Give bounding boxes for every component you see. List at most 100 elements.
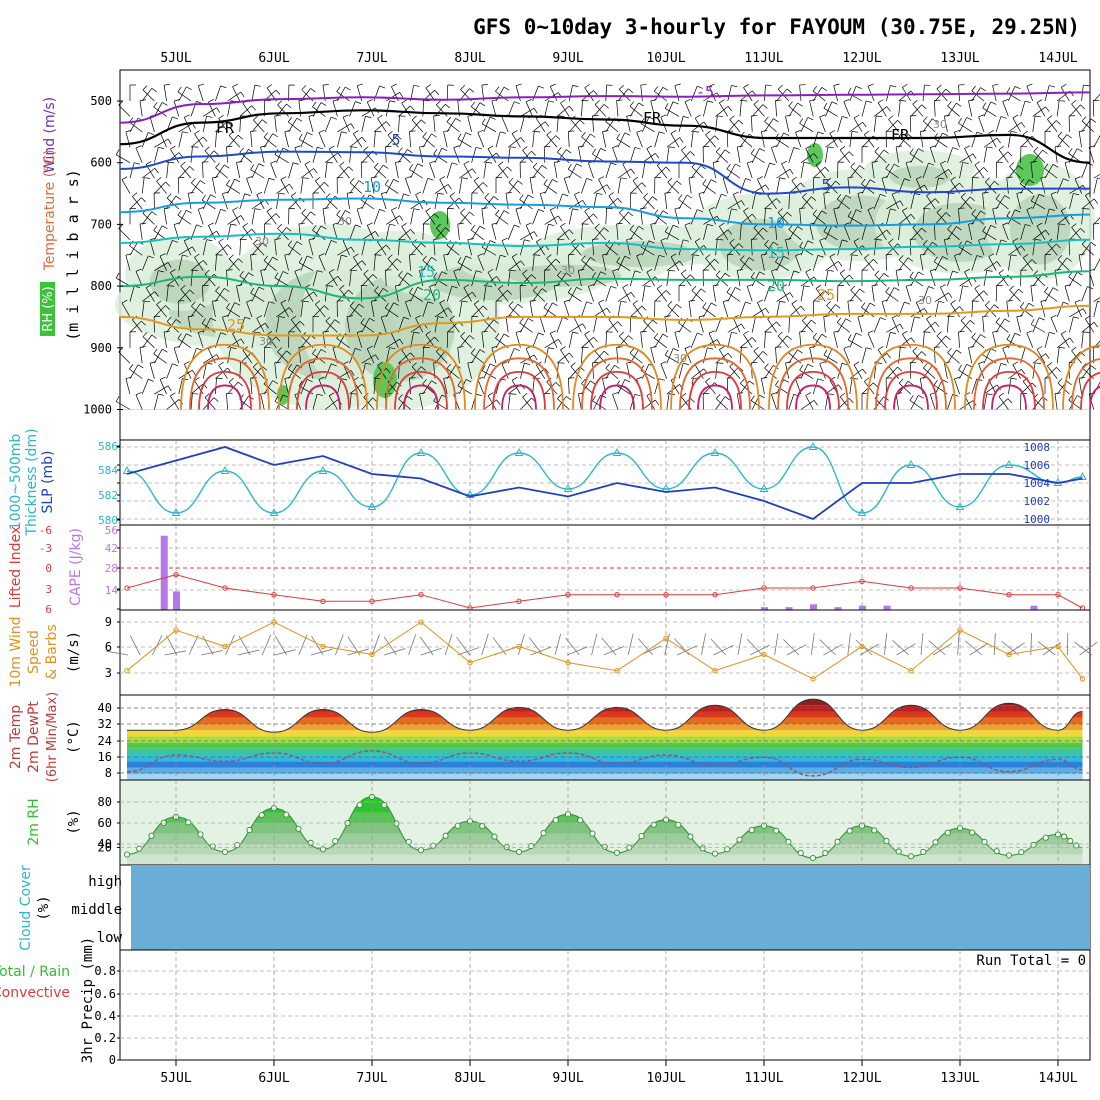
barb-61-825 <box>871 285 875 302</box>
barb-flag-57-600 <box>827 146 834 149</box>
barb-40-625 <box>617 168 632 179</box>
rh-point-13-2 <box>785 838 792 845</box>
barb-flag-16-650 <box>315 176 321 182</box>
thickness-point-2 <box>220 465 230 474</box>
barb-71-625 <box>995 162 998 179</box>
barb-46-675 <box>678 199 692 210</box>
barb-3-525 <box>153 106 167 117</box>
barb-3-500 <box>163 85 167 102</box>
barb-9-700 <box>232 209 241 225</box>
barb-flag-56-600 <box>805 145 812 149</box>
barb-78-950 <box>1081 365 1092 379</box>
barb-2-825 <box>145 287 155 302</box>
barb-56-575 <box>812 131 819 148</box>
warm-loop-5-0 <box>670 343 760 410</box>
barb-38-775 <box>581 259 594 271</box>
barb-flag-16-775 <box>318 253 325 257</box>
barb-flag-48-800 <box>724 272 731 277</box>
barb-45-575 <box>670 133 680 148</box>
rh-point-10-0 <box>613 849 621 856</box>
barb-9-525 <box>239 105 252 117</box>
barb-3-750 <box>166 240 173 256</box>
barb-40-650 <box>617 177 622 194</box>
barb-flag-56-950 <box>799 364 804 371</box>
barb-flag-35-525 <box>568 105 574 111</box>
barb-4-775 <box>178 255 183 271</box>
sfc-barb-69 <box>969 642 989 656</box>
li-tick-4: 6 <box>45 603 52 616</box>
contour-label-rh30-0: 30 <box>255 235 269 248</box>
barb-61-550 <box>873 115 877 132</box>
sfc-barb-56 <box>810 633 815 656</box>
barb-flag-44-900 <box>653 333 659 339</box>
barb-flag-65-625 <box>928 162 935 166</box>
barb-flag-68-950 <box>966 363 973 368</box>
barb-flag-36-700 <box>572 208 579 211</box>
barb-32-500 <box>515 85 521 102</box>
thickness-tick-1: 584 <box>98 464 118 477</box>
barb-52-825 <box>764 286 770 302</box>
barb-flag-73-625 <box>1009 162 1015 167</box>
barb-78-975 <box>1078 378 1082 395</box>
barb-3-650 <box>156 180 167 194</box>
barb-12-925 <box>276 350 287 364</box>
barb-40-600 <box>612 147 619 163</box>
barb-flag-65-775 <box>920 253 927 256</box>
barb-flag-37-650 <box>586 178 593 181</box>
barb-flag-47-925 <box>707 347 714 350</box>
barb-flag-14-550 <box>287 117 293 123</box>
barb-flag-72-950 <box>1021 369 1026 375</box>
cape-bar-5 <box>834 607 842 610</box>
barb-79-550 <box>1081 120 1095 133</box>
barb-55-700 <box>799 208 802 225</box>
barb-flag-24-500 <box>434 90 439 95</box>
barb-23-725 <box>401 226 411 241</box>
rh-point-18-2 <box>1030 841 1037 848</box>
barb-flag-46-725 <box>684 222 691 226</box>
barb-78-625 <box>1081 163 1088 179</box>
barb-flag-4-625 <box>189 166 195 171</box>
barb-flag-72-675 <box>995 194 1001 200</box>
barb-flag-45-1000 <box>690 397 695 403</box>
barb-40-775 <box>617 256 626 271</box>
barb-71-1000 <box>995 398 1009 410</box>
barb-33-900 <box>532 332 539 348</box>
barb-79-875 <box>1085 318 1095 333</box>
barb-flag-28-625 <box>463 160 470 165</box>
barb-flag-69-950 <box>958 364 962 371</box>
barb-flag-15-625 <box>304 160 311 165</box>
li-point-17 <box>957 585 963 591</box>
barb-flag-50-925 <box>741 346 748 349</box>
bottom-date-2: 7JUL <box>356 1071 387 1086</box>
barb-19-875 <box>361 318 370 333</box>
barb-flag-25-550 <box>433 115 440 117</box>
barb-10-525 <box>242 103 253 117</box>
barb-flag-14-725 <box>298 222 305 225</box>
barb-30-525 <box>491 100 497 117</box>
barb-49-675 <box>727 200 742 210</box>
barb-flag-69-725 <box>968 222 975 225</box>
warm-loop-4-1 <box>581 357 653 410</box>
barb-flag-48-975 <box>705 377 711 382</box>
pressure-tick-1: 600 <box>90 156 112 170</box>
barb-flag-36-1000 <box>557 394 562 400</box>
barb-flag-57-700 <box>812 209 818 215</box>
barb-flag-45-650 <box>667 177 673 183</box>
barb-flag-61-925 <box>886 353 891 359</box>
barb-flag-8-925 <box>230 347 237 350</box>
barb-flag-10-850 <box>246 299 253 303</box>
barb-flag-23-650 <box>405 176 412 179</box>
barb-flag-12-750 <box>274 238 281 240</box>
barb-flag-7-850 <box>212 299 219 302</box>
barb-flag-72-550 <box>1021 122 1026 128</box>
barb-67-625 <box>940 163 948 179</box>
barb-40-900 <box>617 335 629 349</box>
barb-flag-56-550 <box>799 118 804 124</box>
barb-35-525 <box>556 105 570 117</box>
barb-41-850 <box>629 305 643 318</box>
barb-flag-22-500 <box>391 83 397 87</box>
barb-flag-54-800 <box>793 270 800 274</box>
barb-10-925 <box>242 349 253 364</box>
barb-flag-34-700 <box>558 215 562 222</box>
